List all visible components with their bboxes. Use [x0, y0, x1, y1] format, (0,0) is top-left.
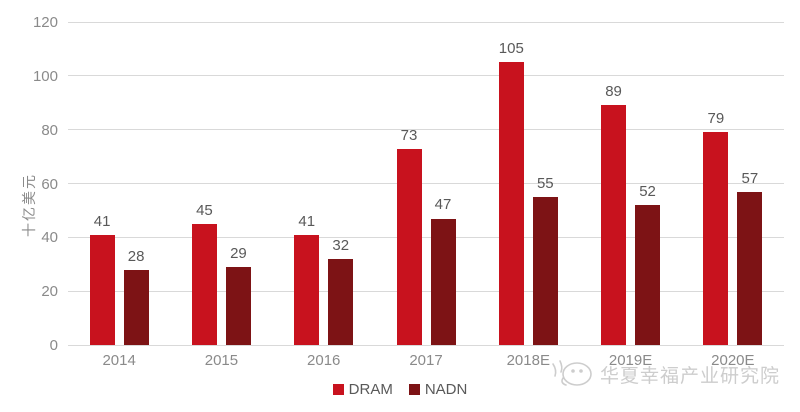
bar-dram-2020e — [703, 132, 729, 345]
legend: DRAM NADN — [0, 381, 800, 398]
x-axis-label-2014: 2014 — [102, 352, 136, 369]
gridline-20 — [68, 290, 784, 292]
bar-dram-2019e — [601, 105, 627, 345]
bar-value-label: 41 — [298, 212, 316, 230]
bar-value-label: 32 — [332, 236, 350, 254]
x-axis-label-2015: 2015 — [204, 352, 239, 369]
x-axis-label-2016: 2016 — [307, 352, 341, 369]
legend-item-nadn: NADN — [408, 381, 468, 398]
y-tick-label: 80 — [41, 121, 58, 139]
bar-nadn-2019e — [635, 205, 661, 345]
bar-value-label: 47 — [434, 196, 452, 214]
bar-nadn-2018e — [532, 196, 558, 345]
bar-value-label: 79 — [707, 110, 725, 128]
bar-value-label: 57 — [741, 169, 759, 187]
legend-swatch-nadn — [408, 384, 420, 395]
legend-label-nadn: NADN — [424, 381, 468, 398]
y-tick-label: 120 — [32, 14, 58, 31]
gridline-0 — [68, 344, 784, 346]
bar-dram-2017 — [396, 148, 422, 345]
x-axis-label-2020e: 2020E — [711, 352, 755, 369]
y-tick-label: 20 — [41, 283, 58, 301]
gridline-80 — [68, 129, 784, 131]
plot-area — [68, 21, 784, 346]
y-tick-label: 100 — [32, 67, 58, 85]
bar-value-label: 52 — [639, 183, 656, 201]
gridline-100 — [68, 75, 784, 77]
bar-dram-2016 — [294, 234, 320, 345]
bar-dram-2018e — [498, 62, 524, 345]
gridline-40 — [68, 236, 784, 238]
bar-value-label: 45 — [196, 201, 213, 219]
bar-nadn-2015 — [225, 266, 251, 345]
x-axis-label-2017: 2017 — [409, 352, 443, 369]
y-tick-label: 0 — [49, 337, 58, 354]
y-tick-label: 40 — [41, 229, 58, 247]
x-axis-label-2019e: 2019E — [608, 352, 653, 369]
legend-swatch-dram — [332, 384, 344, 395]
bar-nadn-2020e — [737, 191, 763, 345]
bar-dram-2014 — [89, 234, 115, 345]
legend-label-dram: DRAM — [348, 381, 393, 398]
y-tick-label: 60 — [41, 175, 58, 193]
bar-value-label: 105 — [498, 40, 524, 58]
bar-nadn-2017 — [430, 218, 456, 345]
bar-dram-2015 — [191, 223, 217, 345]
gridline-120 — [68, 21, 784, 23]
bar-value-label: 73 — [400, 126, 418, 144]
legend-item-dram: DRAM — [332, 381, 393, 398]
bar-value-label: 55 — [536, 174, 554, 192]
bar-nadn-2016 — [328, 258, 354, 345]
gridline-60 — [68, 183, 784, 184]
bar-nadn-2014 — [123, 269, 149, 345]
bar-value-label: 29 — [230, 244, 247, 262]
bar-value-label: 28 — [127, 247, 145, 265]
bar-value-label: 41 — [93, 212, 111, 230]
x-axis-label-2018e: 2018E — [506, 352, 550, 369]
bar-value-label: 89 — [605, 83, 622, 101]
